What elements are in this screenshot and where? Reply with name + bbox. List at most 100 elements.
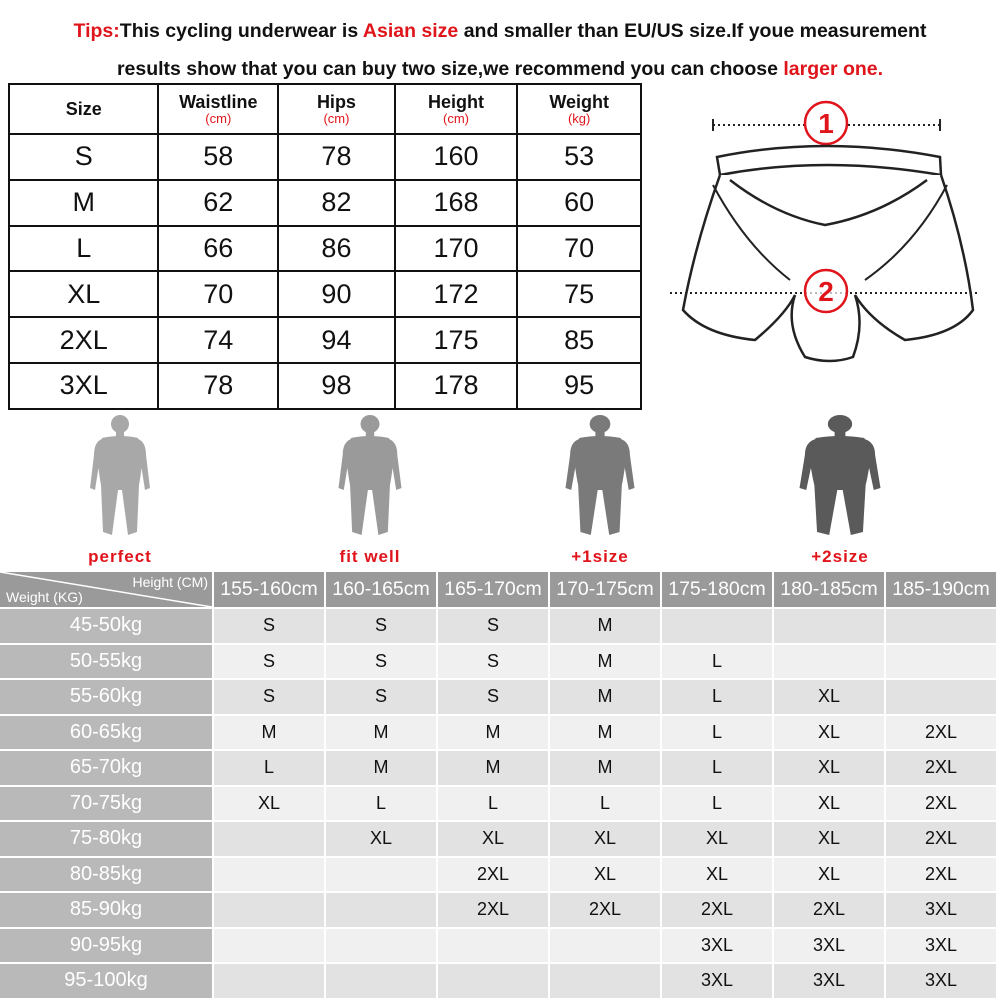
column-unit: (kg) <box>567 111 591 126</box>
size-cell: XL <box>550 857 660 891</box>
height-column-header: 180-185cm <box>774 572 884 607</box>
table-cell: XL <box>7 270 160 319</box>
grid-row: 45-50kg S S S M <box>0 607 1000 643</box>
marker-1: 1 <box>818 108 834 139</box>
weight-row-label: 75-80kg <box>0 822 212 856</box>
size-cell: M <box>326 751 436 785</box>
column-label: Hips <box>316 92 356 112</box>
size-cell: XL <box>662 822 772 856</box>
size-cell <box>214 822 324 856</box>
tips-line-1: Tips:This cycling underwear is Asian siz… <box>0 12 1000 50</box>
figure-3: +1size <box>520 410 680 567</box>
size-cell: XL <box>774 857 884 891</box>
table-cell: 70 <box>157 270 280 319</box>
body-silhouette-icon <box>338 415 402 535</box>
weight-row-label: 70-75kg <box>0 786 212 820</box>
size-cell: XL <box>438 822 548 856</box>
size-cell: S <box>214 644 324 678</box>
size-cell <box>326 893 436 927</box>
size-cell <box>550 964 660 998</box>
table-cell: 2XL <box>7 316 160 364</box>
table-cell: 53 <box>516 133 642 181</box>
table-cell: 62 <box>157 178 280 227</box>
height-column-header: 165-170cm <box>438 572 548 607</box>
size-cell: XL <box>774 715 884 749</box>
size-cell: L <box>438 786 548 820</box>
height-column-header: 175-180cm <box>662 572 772 607</box>
table-cell: 78 <box>277 133 396 181</box>
size-table-row: S 58 78 160 53 <box>7 133 642 181</box>
column-unit: (cm) <box>443 111 470 126</box>
table-cell: 66 <box>157 224 280 273</box>
size-cell: S <box>438 644 548 678</box>
size-table-header: Size Waistline (cm) Hips (cm) Height (cm) Weigh… <box>7 83 642 135</box>
grid-corner-cell: Height (CM) Weight (KG) <box>0 572 212 607</box>
size-cell: M <box>326 715 436 749</box>
grid-row: 70-75kg XL L L L L XL 2XL <box>0 784 1000 820</box>
size-cell <box>214 857 324 891</box>
tips-segment: and smaller than EU/US size.If youe meas… <box>458 20 927 42</box>
size-cell <box>438 964 548 998</box>
size-cell: M <box>438 715 548 749</box>
grid-row: 80-85kg 2XL XL XL XL 2XL <box>0 855 1000 891</box>
size-cell: XL <box>326 822 436 856</box>
figure-label: fit well <box>339 547 401 566</box>
column-label: Weight <box>549 92 609 112</box>
size-cell: L <box>662 715 772 749</box>
table-cell: 168 <box>393 178 519 227</box>
weight-row-label: 55-60kg <box>0 680 212 714</box>
weight-row-label: 45-50kg <box>0 609 212 643</box>
grid-row: 60-65kg M M M M L XL 2XL <box>0 713 1000 749</box>
size-cell: L <box>662 644 772 678</box>
size-cell <box>662 609 772 643</box>
size-table-row: 2XL 74 94 175 85 <box>7 316 642 364</box>
table-cell: 3XL <box>7 361 160 410</box>
size-cell: L <box>662 751 772 785</box>
table-cell: 98 <box>277 361 396 410</box>
size-cell: S <box>326 680 436 714</box>
figure-4: +2size <box>760 410 920 567</box>
size-cell: XL <box>550 822 660 856</box>
table-cell: 175 <box>393 316 519 364</box>
weight-row-label: 95-100kg <box>0 964 212 998</box>
table-cell: 178 <box>393 361 519 410</box>
size-cell <box>886 609 996 643</box>
table-cell: 160 <box>393 133 519 181</box>
size-cell: 2XL <box>438 857 548 891</box>
grid-row: 50-55kg S S S M L <box>0 642 1000 678</box>
size-cell: 3XL <box>774 964 884 998</box>
size-cell: 2XL <box>886 857 996 891</box>
height-column-header: 185-190cm <box>886 572 996 607</box>
size-cell <box>326 857 436 891</box>
size-cell <box>326 928 436 962</box>
size-cell: S <box>438 609 548 643</box>
size-cell: M <box>550 680 660 714</box>
size-cell: M <box>550 609 660 643</box>
grid-row: 75-80kg XL XL XL XL XL 2XL <box>0 820 1000 856</box>
size-cell: 3XL <box>774 928 884 962</box>
size-cell: M <box>550 644 660 678</box>
body-silhouette-icon <box>565 415 635 535</box>
table-cell: 170 <box>393 224 519 273</box>
grid-row: 55-60kg S S S M L XL <box>0 678 1000 714</box>
tips-highlight: Tips: <box>73 20 120 42</box>
size-cell: XL <box>774 786 884 820</box>
size-cell: 3XL <box>662 964 772 998</box>
column-header: Hips (cm) <box>277 83 396 135</box>
weight-row-label: 90-95kg <box>0 928 212 962</box>
table-cell: 74 <box>157 316 280 364</box>
size-cell: 3XL <box>886 928 996 962</box>
size-cell <box>214 964 324 998</box>
size-cell: 3XL <box>886 964 996 998</box>
tips-segment: results show that you can buy two size,w… <box>116 58 784 80</box>
size-cell <box>774 644 884 678</box>
size-cell <box>326 964 436 998</box>
table-cell: 172 <box>393 270 519 319</box>
corner-weight-label: Weight (KG) <box>6 589 83 605</box>
table-cell: 75 <box>516 270 642 319</box>
tips-highlight: larger one. <box>783 58 884 80</box>
column-label: Waistline <box>179 92 258 112</box>
column-header: Size <box>7 83 160 135</box>
size-cell: 2XL <box>438 893 548 927</box>
shorts-diagram: 1 2 <box>670 100 978 363</box>
